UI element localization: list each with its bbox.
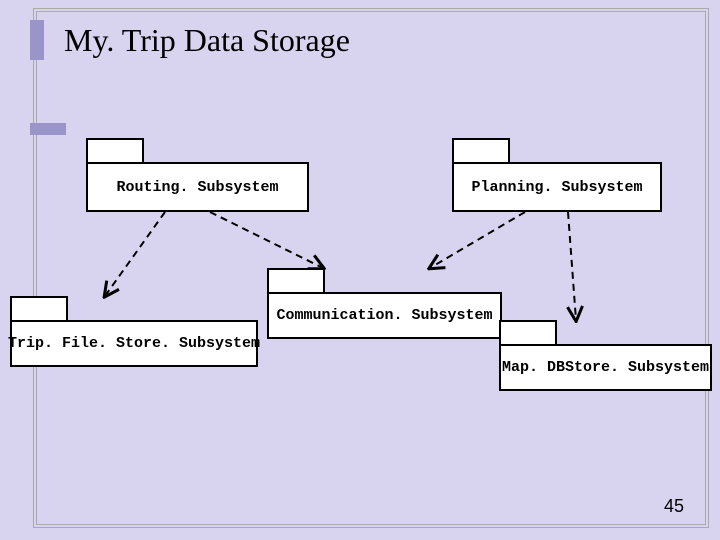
package-body: Map. DBStore. Subsystem <box>499 344 712 391</box>
package-tab <box>267 268 325 292</box>
package-tab <box>452 138 510 162</box>
package-body: Communication. Subsystem <box>267 292 502 339</box>
package-tab <box>86 138 144 162</box>
package-body: Planning. Subsystem <box>452 162 662 212</box>
package-tab <box>10 296 68 320</box>
package-body: Routing. Subsystem <box>86 162 309 212</box>
accent-strip-horizontal <box>30 123 66 135</box>
package-body: Trip. File. Store. Subsystem <box>10 320 258 367</box>
slide-frame <box>36 11 706 525</box>
package-tab <box>499 320 557 344</box>
accent-strip-vertical <box>30 20 44 60</box>
